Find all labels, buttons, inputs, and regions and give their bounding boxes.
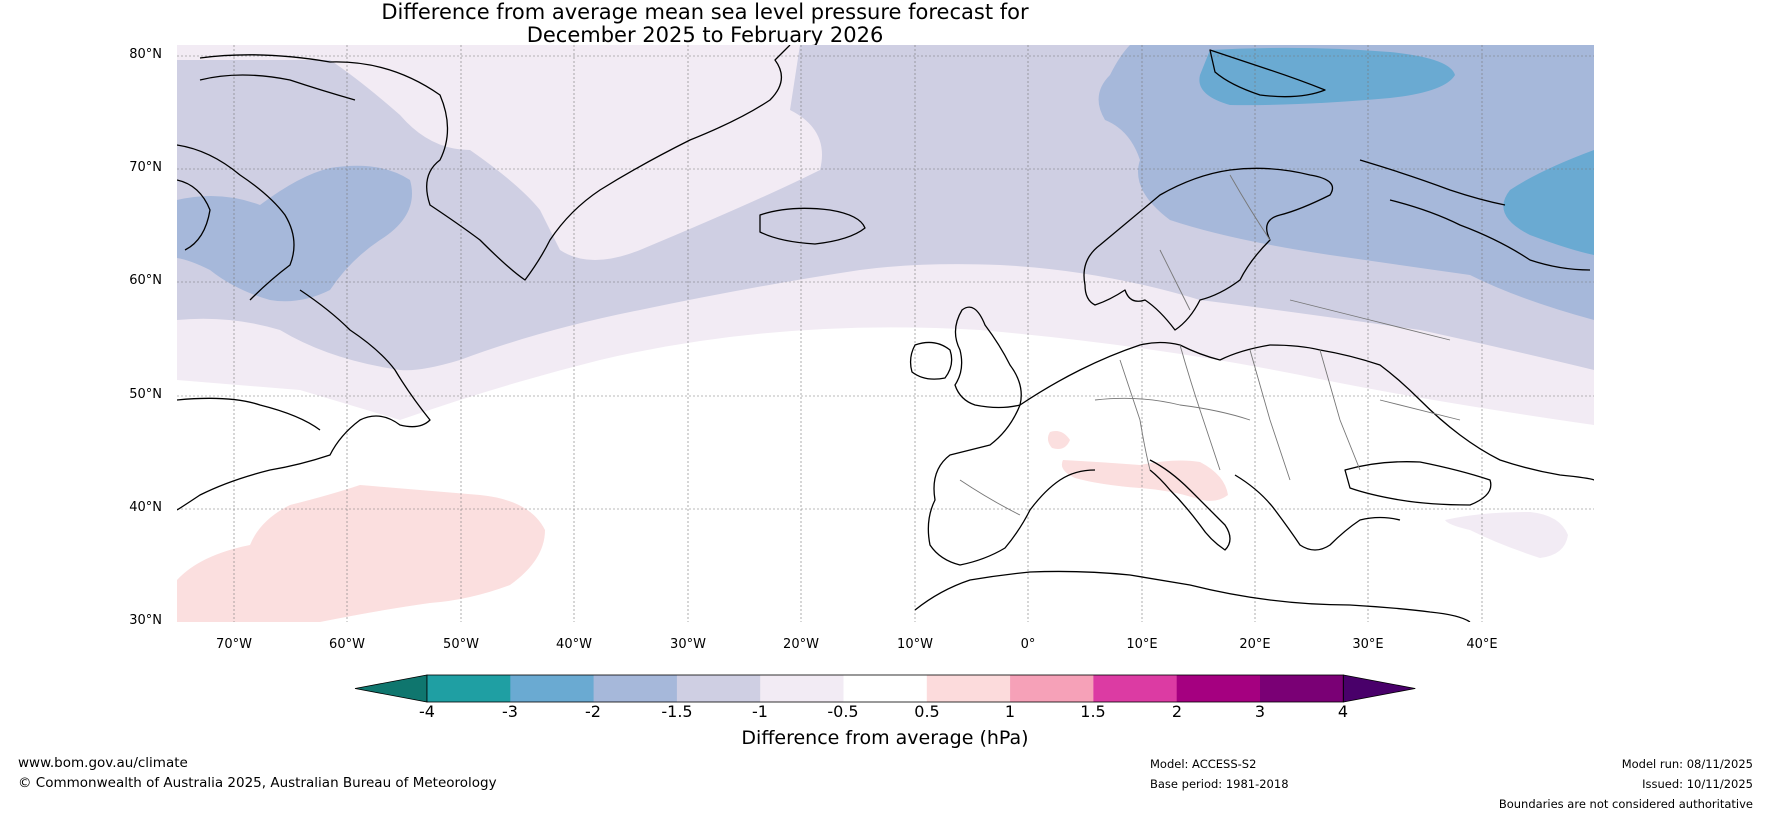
disclaimer-text: Boundaries are not considered authoritat…: [1498, 797, 1753, 811]
region-minus-1.5-to-2-east: [1098, 45, 1594, 320]
colorbar-swatch: [427, 675, 511, 702]
black-sea-coast: [1344, 461, 1492, 506]
lon-label: 70°W: [216, 637, 252, 652]
colorbar-extend-low: [354, 674, 428, 703]
region-plus-0.5-to-1-liguria: [1047, 431, 1070, 449]
region-minus-0.5-to-1-levant: [1445, 512, 1568, 558]
colorbar-swatch: [1010, 675, 1094, 702]
scandinavia-coast: [1083, 167, 1334, 331]
colorbar-swatch: [1093, 675, 1178, 702]
lat-label: 70°N: [129, 160, 162, 175]
colorbar-tick-label: 3: [1254, 702, 1266, 721]
colorbar-swatch: [760, 675, 844, 702]
colorbar-swatch: [1260, 675, 1344, 702]
britain-coast: [954, 306, 1022, 409]
colorbar-tick-label: -1: [752, 702, 768, 721]
colorbar-tick-label: 4: [1337, 702, 1349, 721]
country-borders: [959, 174, 1461, 516]
colorbar-tick-label: -1.5: [661, 702, 693, 721]
lon-label: 30°W: [670, 637, 706, 652]
colorbar-outline: [426, 674, 1344, 703]
lon-label: 10°E: [1126, 637, 1158, 652]
lon-label: 10°W: [897, 637, 933, 652]
region-minus-1.5-to-2-west: [177, 165, 412, 302]
colorbar-tick-label: 2: [1171, 702, 1183, 721]
colorbar-tick-label: 1.5: [1080, 702, 1106, 721]
chart-title-line1: Difference from average mean sea level p…: [381, 0, 1029, 24]
italy-coast: [1149, 459, 1231, 551]
greenland-coast: [199, 45, 791, 281]
map-area: [177, 45, 1594, 622]
lon-label: 0°: [1020, 637, 1036, 652]
coastlines: [177, 45, 1594, 622]
colorbar-swatch: [593, 675, 678, 702]
website-link[interactable]: www.bom.gov.au/climate: [18, 755, 188, 771]
lon-label: 50°W: [443, 637, 479, 652]
colorbar-tick-label: -0.5: [827, 702, 859, 721]
chart-title-line2: December 2025 to February 2026: [526, 23, 884, 47]
colorbar-swatch: [676, 675, 761, 702]
region-minus-2-to-3-arctic: [1199, 47, 1455, 106]
colorbar-tick-label: 1: [1004, 702, 1016, 721]
region-plus-0.5-to-1-mediterranean: [1061, 460, 1228, 501]
lon-label: 60°W: [329, 637, 365, 652]
colorbar-label: Difference from average (hPa): [741, 727, 1029, 749]
colorbar-swatch: [510, 675, 595, 702]
lat-label: 30°N: [129, 613, 162, 628]
lon-label: 20°E: [1239, 637, 1271, 652]
ireland-coast: [909, 341, 953, 380]
colorbar-extend-high: [1342, 674, 1416, 703]
colorbar-tick-label: 0.5: [914, 702, 940, 721]
model-text: Model: ACCESS-S2: [1150, 757, 1257, 771]
colorbar-tick-label: -2: [585, 702, 601, 721]
colorbar-tick-label: -3: [502, 702, 518, 721]
labrador-coast: [177, 289, 431, 511]
region-minus-2-to-3-east: [1503, 150, 1594, 255]
lat-label: 40°N: [129, 500, 162, 515]
model-run-text: Model run: 08/11/2025: [1621, 757, 1753, 771]
iceland-coast: [759, 207, 866, 245]
lat-label: 60°N: [129, 273, 162, 288]
north-africa-coast: [914, 570, 1471, 622]
lon-label: 30°E: [1352, 637, 1384, 652]
base-period-text: Base period: 1981-2018: [1150, 777, 1289, 791]
copyright-text: © Commonwealth of Australia 2025, Austra…: [18, 775, 497, 791]
lon-label: 20°W: [783, 637, 819, 652]
colorbar-tick-label: -4: [419, 702, 435, 721]
lon-label: 40°W: [556, 637, 592, 652]
issued-text: Issued: 10/11/2025: [1642, 777, 1753, 791]
colorbar: [354, 674, 1416, 703]
colorbar-swatch: [926, 675, 1011, 702]
region-plus-0.5-to-1-atlantic: [177, 485, 545, 622]
svalbard-coast: [1209, 49, 1326, 98]
lon-label: 40°E: [1466, 637, 1498, 652]
colorbar-swatch: [1176, 675, 1261, 702]
lat-label: 50°N: [129, 387, 162, 402]
lat-label: 80°N: [129, 47, 162, 62]
colorbar-swatch: [843, 675, 928, 702]
graticule: [177, 45, 1594, 622]
europe-coast: [1019, 341, 1594, 481]
